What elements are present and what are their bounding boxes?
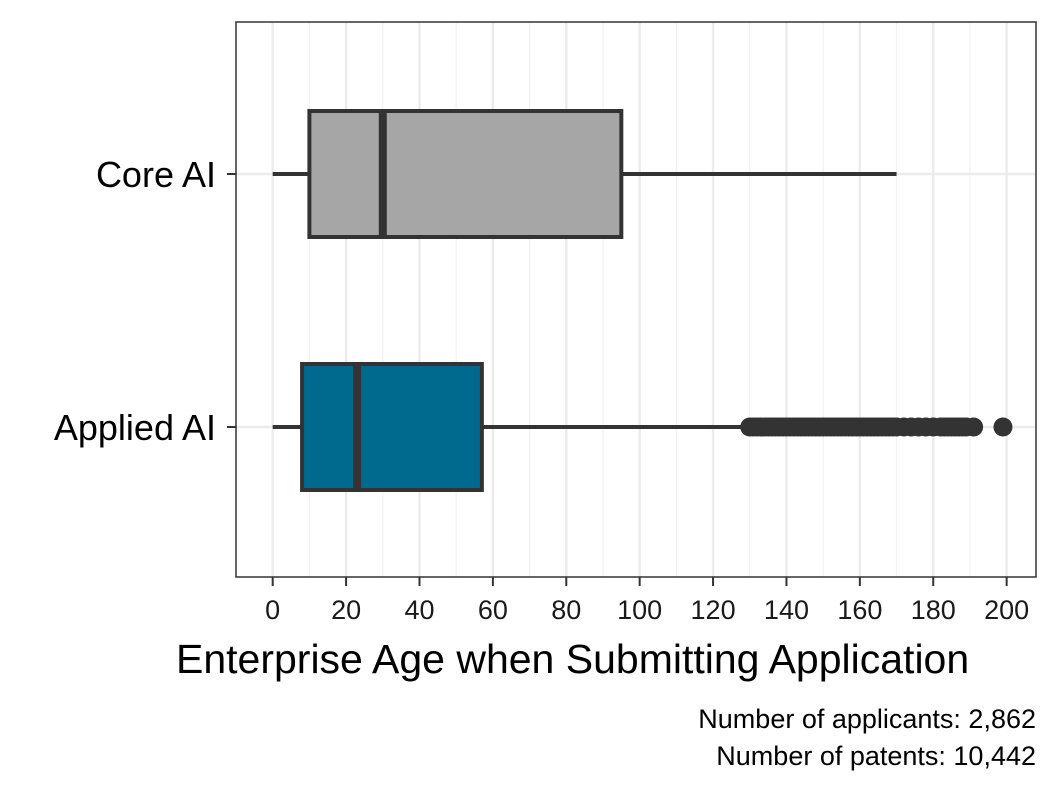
x-axis: 0 20 40 60 80 100 120 140 160 180 200 xyxy=(265,577,1029,625)
x-axis-title: Enterprise Age when Submitting Applicati… xyxy=(176,636,969,682)
x-tick-label: 60 xyxy=(478,595,508,625)
x-tick-label: 120 xyxy=(691,595,736,625)
grid-lines xyxy=(236,22,1036,577)
caption-patents: Number of patents: 10,442 xyxy=(716,741,1036,771)
x-tick-label: 160 xyxy=(837,595,882,625)
x-tick-label: 80 xyxy=(551,595,581,625)
x-tick-label: 180 xyxy=(911,595,956,625)
x-tick-label: 140 xyxy=(764,595,809,625)
box-core-ai xyxy=(272,109,897,239)
box-applied-ai xyxy=(272,362,1013,492)
x-tick-label: 100 xyxy=(617,595,662,625)
outlier-point xyxy=(993,417,1013,437)
y-tick-label: Applied AI xyxy=(54,407,216,448)
plot-panel-border xyxy=(235,21,1037,578)
x-tick-label: 20 xyxy=(331,595,361,625)
iqr-box xyxy=(300,362,484,492)
caption-applicants: Number of applicants: 2,862 xyxy=(698,704,1036,734)
iqr-box xyxy=(307,109,624,239)
y-tick-label: Core AI xyxy=(96,154,216,195)
y-axis: Core AI Applied AI xyxy=(54,154,236,448)
outlier-point xyxy=(964,417,984,437)
box-series xyxy=(272,109,1013,492)
x-tick-label: 200 xyxy=(984,595,1029,625)
x-tick-label: 40 xyxy=(404,595,434,625)
x-tick-label: 0 xyxy=(265,595,280,625)
